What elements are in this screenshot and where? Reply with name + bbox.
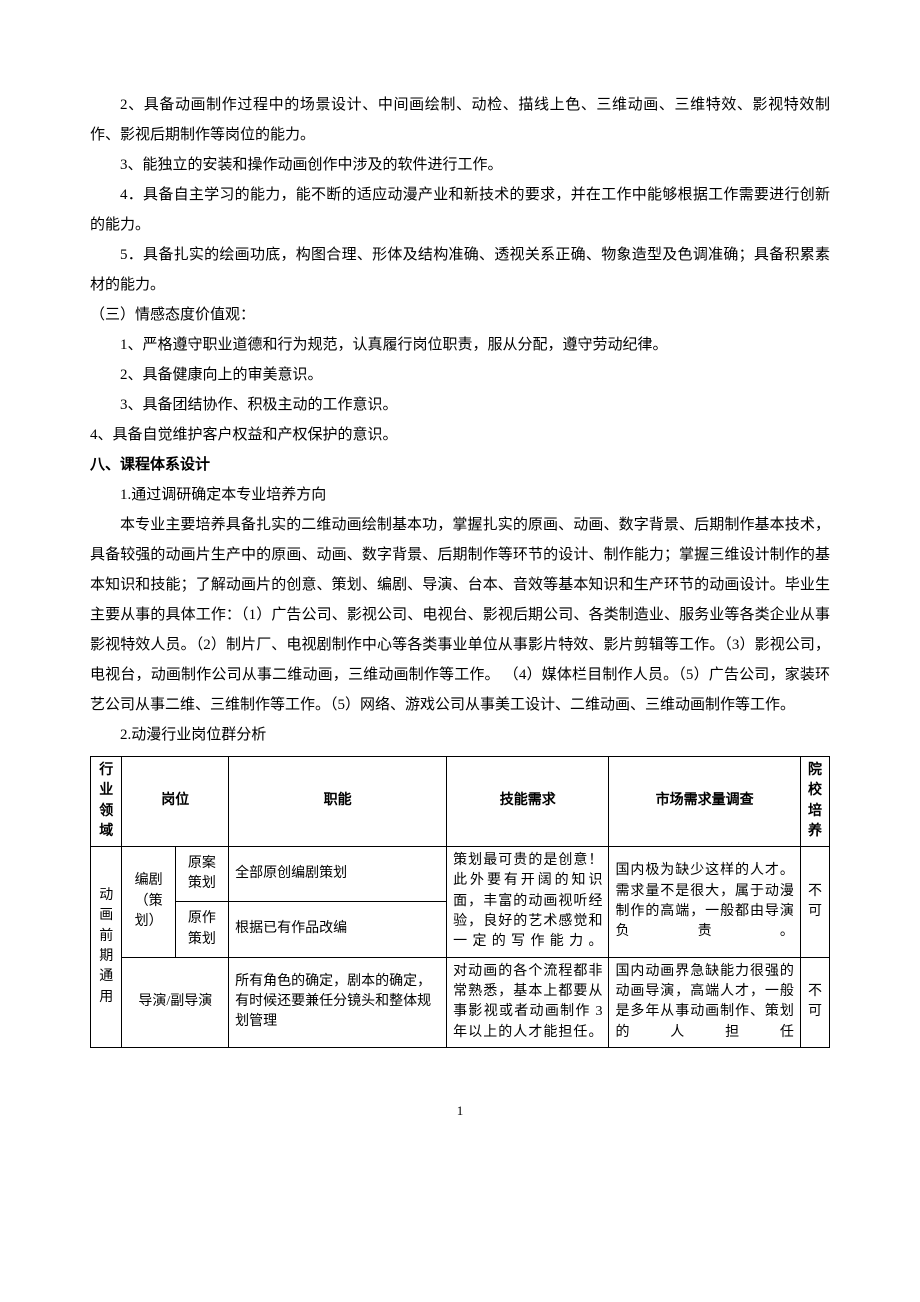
paragraph: 3、具备团结协作、积极主动的工作意识。 [90,390,830,420]
page-number: 1 [90,1098,830,1124]
cell-position: 编剧（策划） [122,847,175,957]
th-school: 院校培养 [800,757,829,847]
paragraph: 4．具备自主学习的能力，能不断的适应动漫产业和新技术的要求，并在工作中能够根据工… [90,180,830,240]
cell-skill: 对动画的各个流程都非常熟悉，基本上都要从事影视或者动画制作 3 年以上的人才能担… [447,957,609,1047]
cell-industry: 动画前期通用 [91,847,122,1048]
table-header-row: 行业领域 岗位 职能 技能需求 市场需求量调查 院校培养 [91,757,830,847]
table-row: 动画前期通用 编剧（策划） 原案策划 全部原创编剧策划 策划最可贵的是创意！此外… [91,847,830,902]
subheading: （三）情感态度价值观： [90,300,830,330]
cell-position: 导演/副导演 [122,957,229,1047]
cell-function: 全部原创编剧策划 [229,847,447,902]
table-row: 导演/副导演 所有角色的确定，剧本的确定，有时候还要兼任分镜头和整体规划管理 对… [91,957,830,1047]
cell-subposition: 原案策划 [175,847,228,902]
paragraph: 5．具备扎实的绘画功底，构图合理、形体及结构准确、透视关系正确、物象造型及色调准… [90,240,830,300]
paragraph: 1.通过调研确定本专业培养方向 [90,480,830,510]
job-analysis-table: 行业领域 岗位 职能 技能需求 市场需求量调查 院校培养 动画前期通用 编剧（策… [90,756,830,1048]
cell-school: 不可 [800,847,829,957]
paragraph: 2、具备健康向上的审美意识。 [90,360,830,390]
th-market: 市场需求量调查 [609,757,800,847]
cell-school: 不可 [800,957,829,1047]
th-function: 职能 [229,757,447,847]
cell-market: 国内动画界急缺能力很强的动画导演，高端人才，一般是多年从事动画制作、策划的人担任 [609,957,800,1047]
paragraph: 2.动漫行业岗位群分析 [90,720,830,750]
cell-market: 国内极为缺少这样的人才。需求量不是很大，属于动漫制作的高端，一般都由导演负责。 [609,847,800,957]
th-industry: 行业领域 [91,757,122,847]
cell-function: 所有角色的确定，剧本的确定，有时候还要兼任分镜头和整体规划管理 [229,957,447,1047]
section-heading: 八、课程体系设计 [90,450,830,480]
cell-skill: 策划最可贵的是创意！此外要有开阔的知识面，丰富的动画视听经验，良好的艺术感觉和一… [447,847,609,957]
paragraph: 3、能独立的安装和操作动画创作中涉及的软件进行工作。 [90,150,830,180]
cell-function: 根据已有作品改编 [229,902,447,957]
th-skill: 技能需求 [447,757,609,847]
th-position: 岗位 [122,757,229,847]
paragraph: 2、具备动画制作过程中的场景设计、中间画绘制、动检、描线上色、三维动画、三维特效… [90,90,830,150]
paragraph: 1、严格遵守职业道德和行为规范，认真履行岗位职责，服从分配，遵守劳动纪律。 [90,330,830,360]
paragraph: 4、具备自觉维护客户权益和产权保护的意识。 [90,420,830,450]
cell-subposition: 原作策划 [175,902,228,957]
paragraph: 本专业主要培养具备扎实的二维动画绘制基本功，掌握扎实的原画、动画、数字背景、后期… [90,510,830,720]
